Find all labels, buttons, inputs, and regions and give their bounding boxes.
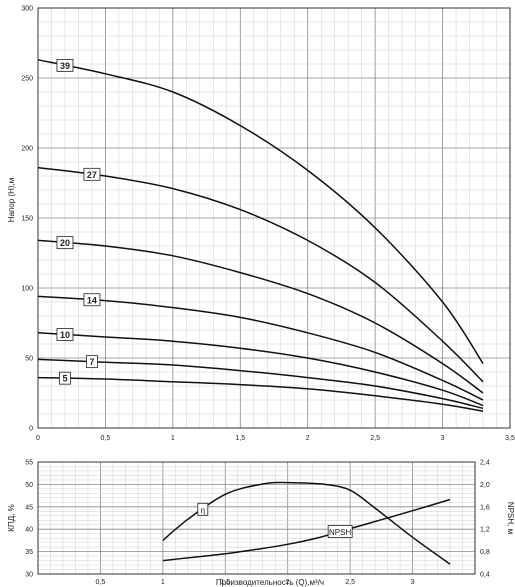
- head-curve-label-box: [83, 293, 101, 307]
- head-x-tick-label: 2: [306, 435, 310, 442]
- head-curve-7: [37, 358, 484, 410]
- efficiency-y-tick-label: 40: [25, 527, 33, 534]
- head-curve-label-20: 20: [60, 238, 70, 248]
- head-curve-39: [37, 59, 484, 365]
- head-curve-label-10: 10: [60, 330, 70, 340]
- efficiency-curve-labels: η NPSH: [197, 502, 353, 538]
- head-curve-label-box: [86, 355, 98, 369]
- head-chart-grid: [37, 7, 511, 429]
- head-x-tick-label: 0: [36, 435, 40, 442]
- head-y-axis-label: Напор (Н),м: [7, 178, 16, 223]
- head-curve-label-box: [56, 59, 74, 72]
- efficiency-y-tick-label: 35: [25, 549, 33, 556]
- efficiency-x-tick-label: 3: [411, 579, 415, 586]
- head-curve-label-5: 5: [62, 374, 67, 384]
- npsh-y-axis-label: NPSH, м: [506, 502, 515, 534]
- head-y-tick-label: 250: [21, 76, 33, 83]
- efficiency-x-tick-label: 0,5: [96, 579, 106, 586]
- head-x-tick-label: 2,5: [370, 435, 380, 442]
- head-y-tick-label: 200: [21, 146, 33, 153]
- head-curve-labels: 39 27 20 14 10 7 5: [56, 59, 101, 385]
- head-curve-10: [37, 332, 484, 407]
- efficiency-y-ticks: 30 35 40 45 50 55: [25, 460, 33, 579]
- efficiency-x-ticks: 0,5 1 1,5 2 2,5 3: [96, 579, 415, 586]
- head-x-tick-label: 3,5: [505, 435, 515, 442]
- head-curve-label-box: [83, 167, 101, 181]
- head-x-tick-label: 1: [171, 435, 175, 442]
- head-curve-label-box: [56, 328, 74, 341]
- head-curve-5: [37, 376, 484, 412]
- head-y-tick-label: 300: [21, 6, 33, 13]
- efficiency-curve-label-box: [327, 525, 353, 538]
- head-x-ticks: 0 0,5 1 1,5 2 2,5 3 3,5: [36, 435, 515, 442]
- head-y-ticks: 0 50 100 150 200 250 300: [21, 6, 33, 433]
- head-x-tick-label: 3: [441, 435, 445, 442]
- efficiency-curve-label: NPSH: [329, 528, 351, 537]
- efficiency-y-tick-label: 30: [25, 572, 33, 579]
- efficiency-y-tick-label: 55: [25, 460, 33, 467]
- efficiency-curve-npsh: [162, 498, 451, 562]
- head-curve-27: [37, 166, 484, 383]
- npsh-y-tick-label: 1,2: [480, 527, 490, 534]
- npsh-y-tick-label: 0,4: [480, 572, 490, 579]
- efficiency-curve-label: η: [201, 506, 205, 515]
- head-curve-label-box: [59, 371, 71, 385]
- head-y-tick-label: 100: [21, 286, 33, 293]
- npsh-y-tick-label: 1,6: [480, 504, 490, 511]
- efficiency-x-tick-label: 2: [286, 579, 290, 586]
- head-x-tick-label: 1,5: [235, 435, 245, 442]
- head-y-tick-label: 0: [29, 426, 33, 433]
- npsh-y-tick-label: 2,4: [480, 460, 490, 467]
- head-curve-20: [37, 239, 484, 394]
- head-curve-label-27: 27: [87, 170, 97, 180]
- head-x-tick-label: 0,5: [101, 435, 111, 442]
- efficiency-chart-frame: [37, 461, 476, 575]
- efficiency-x-tick-label: 1: [161, 579, 165, 586]
- head-curve-14: [37, 295, 484, 401]
- efficiency-x-tick-label: 2,5: [345, 579, 355, 586]
- efficiency-y-tick-label: 45: [25, 504, 33, 511]
- npsh-y-tick-label: 2,0: [480, 482, 490, 489]
- head-chart-frame: [37, 7, 511, 429]
- head-curve-label-14: 14: [87, 295, 97, 305]
- efficiency-chart-grid: [37, 461, 476, 575]
- head-curve-label-box: [56, 236, 74, 250]
- efficiency-y-axis-label: КПД, %: [7, 504, 16, 531]
- npsh-y-tick-label: 0,8: [480, 549, 490, 556]
- efficiency-x-axis-label: Производительность (Q),м³/ч: [216, 578, 324, 587]
- head-curves: [37, 59, 484, 412]
- npsh-y-ticks: 0,4 0,8 1,2 1,6 2,0 2,4: [480, 460, 490, 579]
- efficiency-curve-label-box: [197, 502, 209, 516]
- efficiency-x-tick-label: 1,5: [220, 579, 230, 586]
- head-curve-label-39: 39: [60, 61, 70, 71]
- efficiency-y-tick-label: 50: [25, 482, 33, 489]
- head-y-tick-label: 150: [21, 216, 33, 223]
- head-y-tick-label: 50: [25, 356, 33, 363]
- head-curve-label-7: 7: [89, 357, 94, 367]
